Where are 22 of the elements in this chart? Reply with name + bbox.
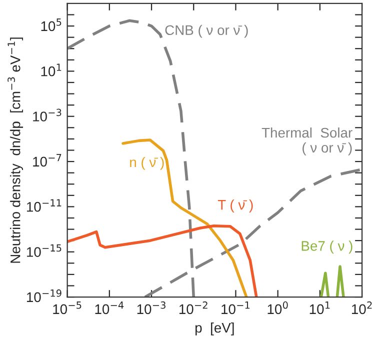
x-tick-label: 10$^{−2}$ bbox=[179, 301, 208, 314]
y-tick-label: 10$^{1}$ bbox=[41, 64, 62, 76]
y-tick-label: 10$^{−3}$ bbox=[33, 108, 62, 122]
x-tick-label: 10$^{2}$ bbox=[352, 301, 372, 314]
x-tick-label: 10$^{−1}$ bbox=[222, 302, 250, 314]
x-tick-label: 10$^{−3}$ bbox=[137, 301, 166, 314]
y-tick-label: 10$^{5}$ bbox=[41, 18, 62, 32]
x-tick-label: 10$^{−5}$ bbox=[53, 302, 82, 314]
x-tick-label: 10$^{1}$ bbox=[310, 302, 330, 314]
series-label: n ( ν̄ ) bbox=[130, 156, 164, 170]
y-tick-label: 10$^{−11}$ bbox=[26, 199, 62, 212]
y-tick-label: 10$^{−7}$ bbox=[33, 154, 62, 167]
x-tick-label: 10$^{0}$ bbox=[268, 301, 288, 314]
series-label: CNB ( ν or ν̄ ) bbox=[165, 24, 248, 38]
x-axis-title: p [eV] bbox=[196, 322, 234, 336]
series-label: Be7 ( ν ) bbox=[302, 240, 352, 254]
y-tick-label: 10$^{−19}$ bbox=[26, 289, 62, 302]
x-tick-label: 10$^{−4}$ bbox=[95, 302, 124, 314]
series-label: T ( ν̄ ) bbox=[218, 200, 253, 212]
series-label: Thermal Solar ( ν or ν̄ ) bbox=[262, 127, 352, 156]
y-tick-label: 10$^{−15}$ bbox=[26, 244, 62, 257]
y-axis-title: Neutrino density dn/dp [cm$^{−3}$ eV$^{−1}$] bbox=[8, 38, 24, 263]
